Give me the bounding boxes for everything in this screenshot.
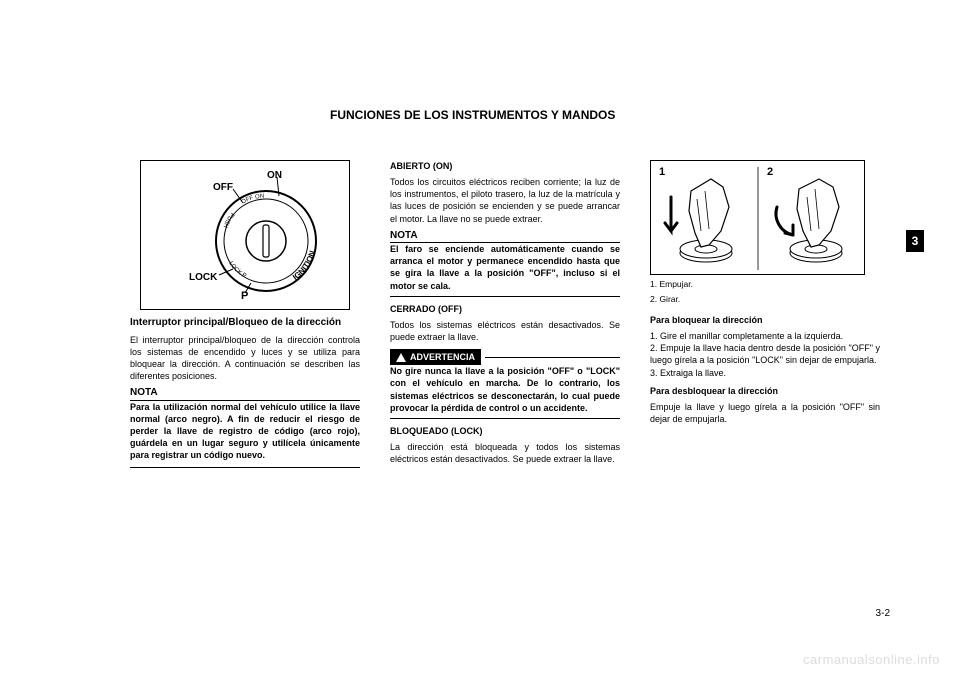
column-1: ON OFF LOCK P	[130, 160, 360, 468]
adv-text: No gire nunca la llave a la posición "OF…	[390, 365, 620, 414]
nota2-label: NOTA	[390, 229, 458, 244]
on-text: Todos los circuitos eléctricos reciben c…	[390, 176, 620, 225]
nota2-text: El faro se enciende automáticamente cuan…	[390, 243, 620, 292]
push-turn-svg	[651, 161, 866, 276]
page: FUNCIONES DE LOS INSTRUMENTOS Y MANDOS 3…	[0, 0, 960, 679]
lock-steps: 1. Gire el manillar completamente a la i…	[650, 330, 880, 379]
fig2-cap2: 2. Girar.	[650, 294, 880, 305]
lock-text: La dirección está bloqueada y todos los …	[390, 441, 620, 465]
unlock-title: Para desbloquear la dirección	[650, 385, 880, 397]
section-title: FUNCIONES DE LOS INSTRUMENTOS Y MANDOS	[330, 108, 615, 122]
lock-steps-title: Para bloquear la dirección	[650, 314, 880, 326]
page-number: 3-2	[876, 608, 890, 619]
advertencia-label: ADVERTENCIA	[410, 351, 475, 363]
dial-ignition: IGNITION	[291, 249, 317, 282]
on-title: ABIERTO (ON)	[390, 160, 620, 172]
svg-text:IGNITION: IGNITION	[291, 249, 317, 282]
unlock-text: Empuje la llave y luego gírela a la posi…	[650, 401, 880, 425]
lock-title: BLOQUEADO (LOCK)	[390, 425, 620, 437]
off-title: CERRADO (OFF)	[390, 303, 620, 315]
adv-heading: ADVERTENCIA	[390, 349, 620, 365]
col1-nota-text: Para la utilización normal del vehículo …	[130, 401, 360, 462]
fig1-caption: Interruptor principal/Bloqueo de la dire…	[130, 316, 360, 330]
warning-triangle-icon	[396, 353, 406, 362]
advertencia-badge: ADVERTENCIA	[390, 349, 481, 365]
nota1-block: NOTA	[130, 386, 360, 401]
col1-p1: El interruptor principal/bloqueo de la d…	[130, 334, 360, 383]
off-text: Todos los sistemas eléctricos están desa…	[390, 319, 620, 343]
watermark: carmanualsonline.info	[803, 652, 940, 667]
fig2-cap1: 1. Empujar.	[650, 279, 880, 290]
ignition-figure: ON OFF LOCK P	[140, 160, 350, 310]
column-2: ABIERTO (ON) Todos los circuitos eléctri…	[390, 160, 620, 469]
ignition-svg: IGNITION PUSH OFF ON LOCK P	[141, 161, 351, 311]
nota2-block: NOTA	[390, 229, 620, 244]
nota1-label: NOTA	[130, 386, 198, 401]
column-3: 1 2	[650, 160, 880, 429]
push-turn-figure: 1 2	[650, 160, 865, 275]
chapter-tab: 3	[906, 230, 924, 252]
